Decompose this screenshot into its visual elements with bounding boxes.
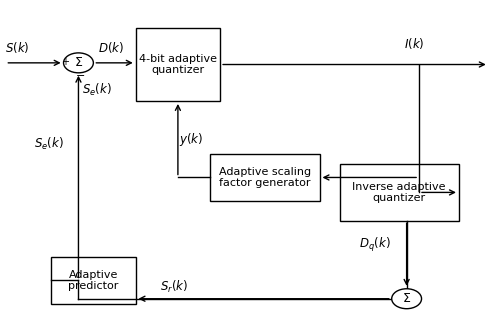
Circle shape — [64, 53, 94, 73]
Text: Inverse adaptive
quantizer: Inverse adaptive quantizer — [352, 182, 446, 203]
Text: $\Sigma$: $\Sigma$ — [402, 292, 411, 305]
Text: Adaptive scaling
factor generator: Adaptive scaling factor generator — [219, 167, 311, 188]
Text: $D(k)$: $D(k)$ — [98, 40, 124, 55]
FancyBboxPatch shape — [51, 257, 136, 304]
Text: $S(k)$: $S(k)$ — [6, 40, 30, 55]
Text: $I(k)$: $I(k)$ — [404, 36, 424, 51]
FancyBboxPatch shape — [210, 154, 320, 201]
Text: $S_e(k)$: $S_e(k)$ — [82, 82, 112, 98]
Text: 4-bit adaptive
quantizer: 4-bit adaptive quantizer — [139, 54, 217, 75]
Text: $S_e(k)$: $S_e(k)$ — [34, 136, 64, 152]
Circle shape — [392, 289, 422, 309]
FancyBboxPatch shape — [136, 28, 220, 101]
FancyBboxPatch shape — [340, 164, 459, 221]
Text: −: − — [76, 71, 85, 81]
Text: $D_q(k)$: $D_q(k)$ — [360, 236, 391, 254]
Text: $S_r(k)$: $S_r(k)$ — [160, 279, 188, 295]
Text: +: + — [62, 57, 70, 67]
Text: Adaptive
predictor: Adaptive predictor — [68, 270, 118, 291]
Text: $\Sigma$: $\Sigma$ — [74, 56, 83, 69]
Text: $y(k)$: $y(k)$ — [180, 131, 204, 148]
